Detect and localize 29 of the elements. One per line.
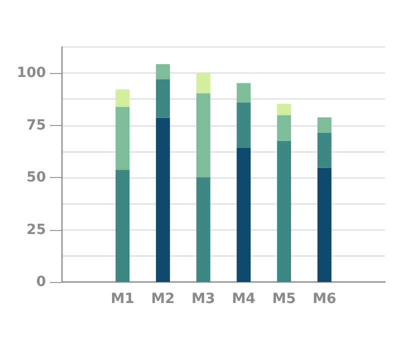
bar — [156, 79, 170, 118]
bar — [196, 73, 210, 94]
x-tick-label: M1 — [110, 291, 134, 307]
y-tick-label: 50 — [26, 170, 46, 186]
bar — [236, 83, 251, 102]
bar — [317, 117, 332, 133]
bar — [116, 89, 130, 107]
y-tick-label: 0 — [36, 274, 46, 290]
bar — [277, 140, 292, 282]
y-tick-label: 25 — [26, 222, 46, 238]
bar — [236, 148, 251, 282]
x-tick-label: M6 — [312, 291, 336, 307]
x-tick-label: M2 — [151, 291, 175, 307]
bar — [116, 106, 130, 170]
bar — [116, 170, 130, 282]
y-tick-label: 100 — [16, 65, 46, 82]
bar — [317, 168, 332, 282]
bar — [317, 132, 332, 168]
bar — [236, 102, 251, 148]
y-tick-label: 75 — [26, 117, 46, 134]
x-tick-label: M5 — [272, 291, 296, 307]
x-tick-label: M3 — [191, 291, 216, 307]
x-tick-label: M4 — [232, 291, 256, 307]
bar — [156, 118, 170, 282]
bar — [196, 93, 210, 178]
bar — [277, 104, 292, 116]
bar — [277, 115, 292, 141]
bar — [196, 177, 210, 282]
bar — [156, 64, 170, 80]
